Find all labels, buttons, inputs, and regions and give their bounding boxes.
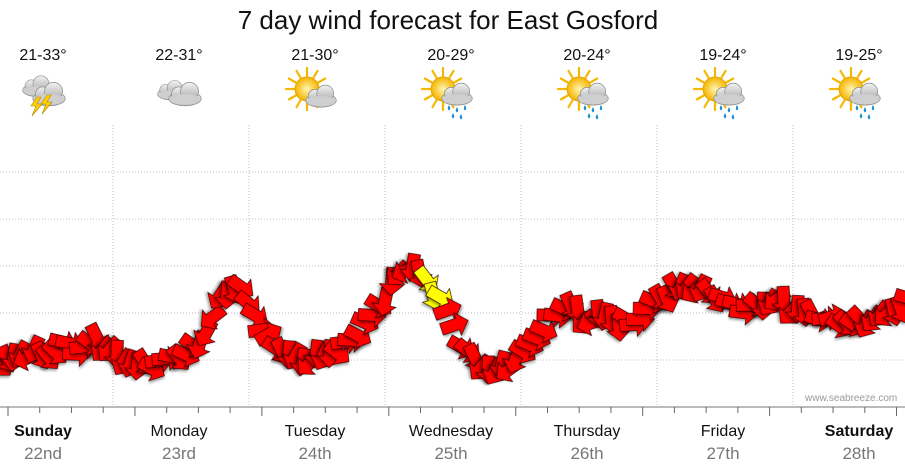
sun-showers-icon <box>692 66 745 120</box>
partly-cloudy-icon <box>284 66 337 112</box>
cloudy-icon <box>157 80 202 107</box>
day-name-label: Sunday <box>14 423 72 440</box>
day-date-label: 22nd <box>24 444 62 463</box>
wind-arrow-marker <box>528 319 558 344</box>
day-temperature-range: 21-33° <box>19 47 66 64</box>
day-name-label: Tuesday <box>285 423 346 440</box>
day-temperature-range: 19-24° <box>699 47 746 64</box>
day-date-label: 28th <box>842 444 875 463</box>
x-axis <box>0 406 905 416</box>
day-name-label: Wednesday <box>409 423 493 440</box>
day-name-label: Saturday <box>825 423 894 440</box>
day-temperature-range: 21-30° <box>291 47 338 64</box>
wind-arrows <box>0 252 905 385</box>
day-date-label: 26th <box>570 444 603 463</box>
day-name-label: Friday <box>701 423 745 440</box>
sun-showers-icon <box>420 66 473 120</box>
wind-arrow-marker <box>322 339 350 366</box>
day-temperature-range: 22-31° <box>155 47 202 64</box>
wind-arrow-marker <box>892 286 905 312</box>
day-name-label: Thursday <box>554 423 621 440</box>
day-name-label: Monday <box>151 423 208 440</box>
wind-arrow-marker <box>439 311 469 337</box>
day-date-label: 25th <box>434 444 467 463</box>
wind-arrow-marker <box>432 296 462 322</box>
day-headers: 21-33° Sunday 22nd 22-31° Monday 23rd 21-30° Tu… <box>14 47 893 463</box>
sun-showers-icon <box>828 66 881 120</box>
day-date-label: 23rd <box>162 444 196 463</box>
wind-arrow-marker <box>889 294 905 324</box>
day-temperature-range: 19-25° <box>835 47 882 64</box>
day-date-label: 27th <box>706 444 739 463</box>
day-temperature-range: 20-24° <box>563 47 610 64</box>
sun-showers-icon <box>556 66 609 120</box>
wind-arrow-marker <box>342 323 372 349</box>
day-temperature-range: 20-29° <box>427 47 474 64</box>
watermark: www.seabreeze.com <box>804 393 897 404</box>
thunderstorm-icon <box>22 75 66 117</box>
day-date-label: 24th <box>298 444 331 463</box>
chart-title: 7 day wind forecast for East Gosford <box>238 5 659 35</box>
